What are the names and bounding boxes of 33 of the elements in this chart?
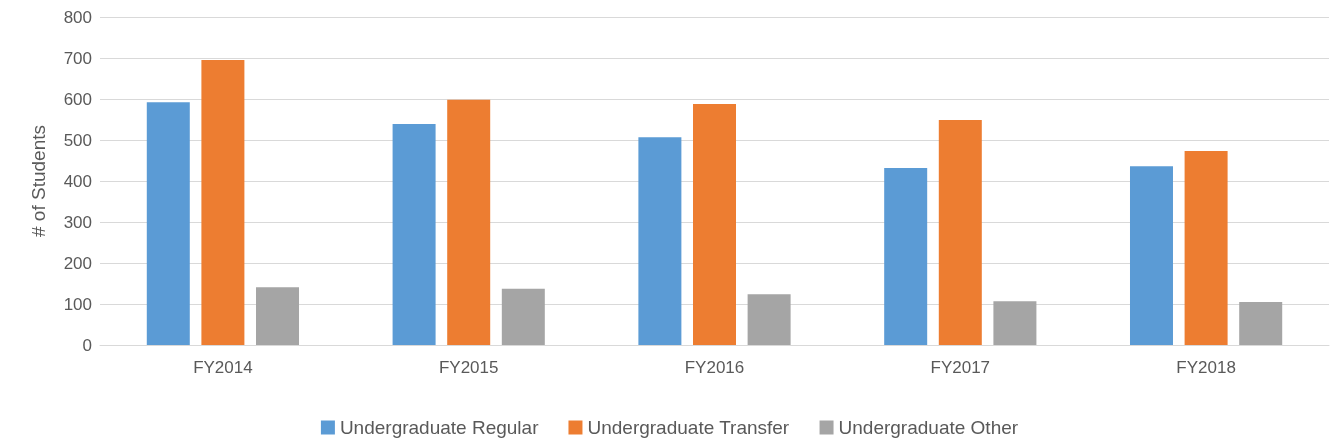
bar [146, 102, 190, 345]
bar [884, 167, 928, 345]
x-tick-label: FY2018 [1176, 358, 1236, 377]
bar [501, 288, 545, 345]
bar [447, 99, 491, 345]
bar [1184, 151, 1228, 345]
bar [938, 119, 982, 345]
bar [392, 124, 436, 345]
y-tick-label: 600 [63, 89, 92, 109]
y-tick-label: 200 [63, 253, 92, 273]
legend-label: Undergraduate Other [838, 417, 1019, 438]
x-tick-label: FY2017 [930, 358, 991, 377]
bar [201, 60, 245, 345]
bar [993, 301, 1037, 345]
y-tick-label: 400 [63, 171, 92, 191]
y-tick-label: 300 [63, 212, 92, 232]
bar [1239, 301, 1283, 345]
y-axis-title: # of Students [28, 125, 49, 237]
x-tick-label: FY2016 [684, 358, 745, 377]
bar [1129, 166, 1173, 345]
y-tick-label: 0 [82, 335, 92, 355]
legend-label: Undergraduate Regular [339, 417, 540, 438]
bar [638, 137, 682, 345]
bar [747, 294, 791, 345]
x-tick-label: FY2015 [438, 358, 499, 377]
y-tick-label: 100 [63, 294, 92, 314]
bar [256, 287, 300, 345]
x-tick-label: FY2014 [193, 358, 253, 377]
y-tick-label: 500 [63, 130, 92, 150]
legend-label: Undergraduate Transfer [587, 417, 790, 438]
y-tick-label: 700 [63, 48, 92, 68]
y-tick-label: 800 [63, 7, 92, 27]
bar [693, 103, 736, 345]
